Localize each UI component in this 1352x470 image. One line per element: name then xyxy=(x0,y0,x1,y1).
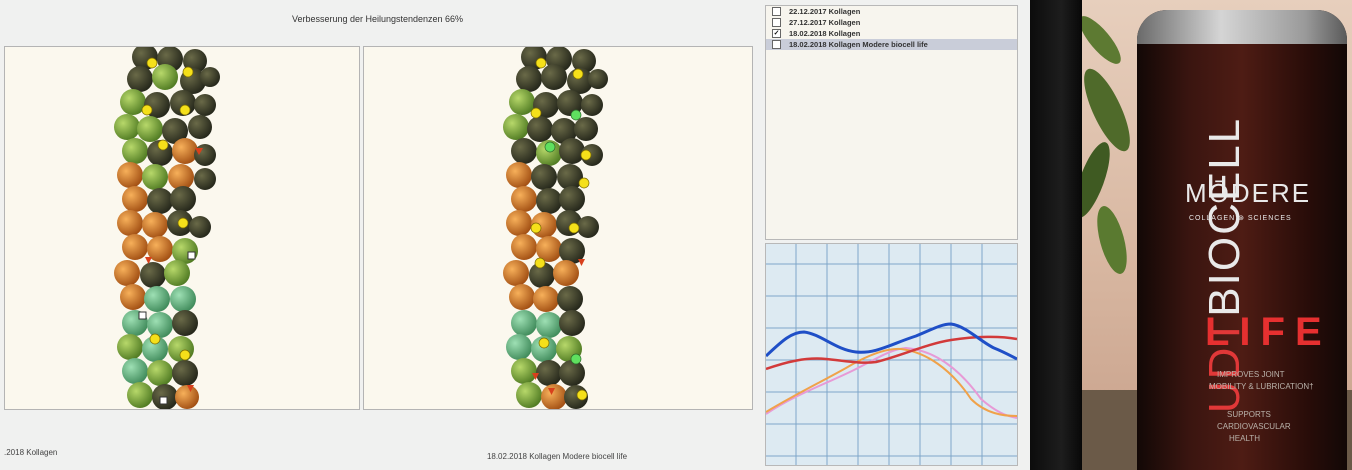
monitor-bezel xyxy=(1030,0,1082,470)
list-item-label: 18.02.2018 Kollagen Modere biocell life xyxy=(789,40,928,49)
product-name: LIFE xyxy=(1205,310,1332,354)
left-panel-label: .2018 Kollagen xyxy=(4,448,58,457)
brand-tagline: COLLAGEN ⊛ SCIENCES xyxy=(1189,215,1292,222)
list-item[interactable]: 27.12.2017 Kollagen xyxy=(766,17,1017,28)
monitor-screen: Verbesserung der Heilungstendenzen 66% xyxy=(0,0,1030,470)
bottle-desc-4: CARDIOVASCULAR xyxy=(1217,422,1291,431)
bottle-desc-3: SUPPORTS xyxy=(1227,410,1271,419)
measurement-list: 22.12.2017 Kollagen 27.12.2017 Kollagen … xyxy=(765,5,1018,240)
pink-curve xyxy=(766,346,1017,419)
collagen-helix-right xyxy=(503,47,608,409)
bottle: MŌDERE COLLAGEN ⊛ SCIENCES UDTBIOCELL LI… xyxy=(1137,10,1347,470)
checkbox[interactable] xyxy=(772,18,781,27)
helix-panel-left xyxy=(4,46,360,410)
bottle-desc-1: IMPROVES JOINT xyxy=(1217,370,1285,379)
list-item-label: 27.12.2017 Kollagen xyxy=(789,18,861,27)
checkbox[interactable] xyxy=(772,7,781,16)
red-curve xyxy=(766,335,1017,371)
bottle-cap xyxy=(1137,10,1347,44)
bottle-desc-5: HEALTH xyxy=(1229,434,1260,443)
collagen-helix-left xyxy=(114,47,220,409)
right-panel-label: 18.02.2018 Kollagen Modere biocell life xyxy=(486,452,628,461)
biocell-vertical-text: UDTBIOCELL xyxy=(1200,116,1250,414)
blue-curve xyxy=(766,322,1017,361)
helix-panel-right xyxy=(363,46,753,410)
list-item[interactable]: 18.02.2018 Kollagen Modere biocell life xyxy=(766,39,1017,50)
window-title: Verbesserung der Heilungstendenzen 66% xyxy=(291,14,464,24)
bottle-desc-2: MOBILITY & LUBRICATION† xyxy=(1209,382,1314,391)
list-item-label: 18.02.2018 Kollagen xyxy=(789,29,861,38)
list-item-label: 22.12.2017 Kollagen xyxy=(789,7,861,16)
orange-curve xyxy=(766,347,1017,417)
brand-logo: MŌDERE xyxy=(1185,178,1312,208)
checkbox[interactable] xyxy=(772,40,781,49)
list-item[interactable]: 22.12.2017 Kollagen xyxy=(766,6,1017,17)
trend-graph xyxy=(765,243,1018,466)
checkbox[interactable]: ✓ xyxy=(772,29,781,38)
background-photo: MŌDERE COLLAGEN ⊛ SCIENCES UDTBIOCELL LI… xyxy=(1082,0,1352,470)
trend-graph-canvas xyxy=(766,244,1017,465)
list-item[interactable]: ✓ 18.02.2018 Kollagen xyxy=(766,28,1017,39)
